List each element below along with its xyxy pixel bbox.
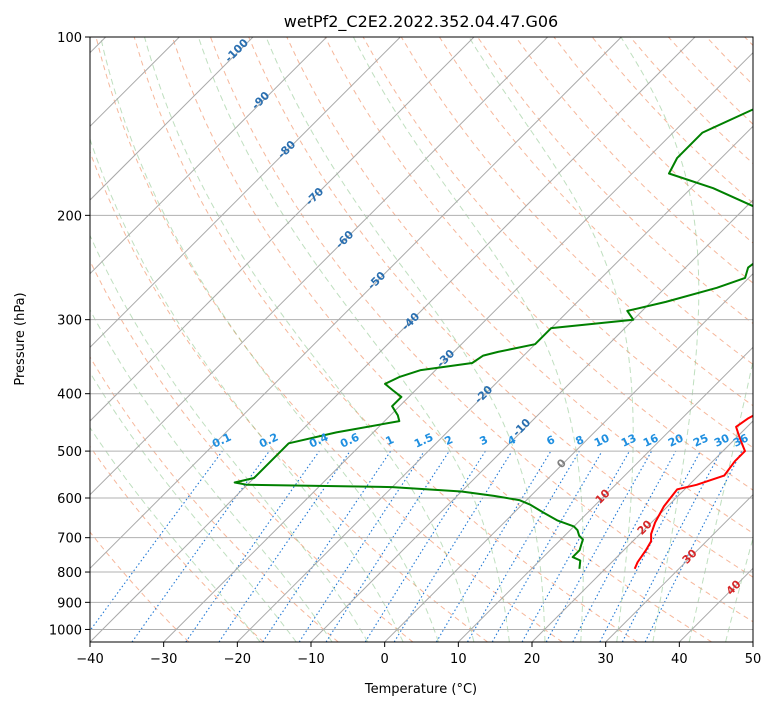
dry-adiabat-line <box>90 531 190 642</box>
dry-adiabat-line <box>438 37 753 366</box>
moist-adiabat-line <box>265 37 546 642</box>
mixing-ratio-line <box>218 450 351 642</box>
mixing-ratio-label: 36 <box>731 431 751 449</box>
x-tick-label: −40 <box>76 652 103 667</box>
dry-adiabat-line <box>90 356 339 642</box>
mixing-ratio-label: 30 <box>712 431 732 449</box>
isotherm-line <box>605 493 753 642</box>
y-tick-label: 100 <box>57 31 82 46</box>
moist-adiabat-line <box>90 371 297 642</box>
moist-adiabat-line <box>352 37 584 642</box>
dry-adiabat-line <box>90 150 488 642</box>
y-tick-label: 700 <box>57 532 82 547</box>
mixing-ratio-line <box>185 450 320 642</box>
y-tick-label: 200 <box>57 209 82 224</box>
isotherm-line <box>531 420 753 642</box>
mixing-ratio-label: 10 <box>592 431 612 449</box>
dry-adiabat-line <box>133 37 638 642</box>
moist-adiabat-line <box>90 137 404 642</box>
x-tick-label: 20 <box>524 652 541 667</box>
y-tick-label: 300 <box>57 314 82 329</box>
x-tick-label: 30 <box>597 652 614 667</box>
mixing-ratio-line <box>262 450 392 642</box>
x-tick-label: −30 <box>150 652 177 667</box>
chart-title: wetPf2_C2E2.2022.352.04.47.G06 <box>284 12 558 32</box>
x-tick-label: −10 <box>297 652 324 667</box>
isotherm-line <box>163 51 753 642</box>
isotherm-line <box>90 37 475 422</box>
isotherm-line <box>90 37 696 642</box>
y-tick-label: 800 <box>57 566 82 581</box>
mixing-ratio-line <box>644 450 743 642</box>
moist-adiabat-line <box>144 37 475 642</box>
mixing-ratio-line <box>325 450 450 642</box>
isotherm-line <box>90 37 622 570</box>
y-tick-label: 1000 <box>49 623 82 638</box>
isotherm-line <box>457 346 753 642</box>
moist-adiabat-line <box>90 308 333 642</box>
dewpoint-line <box>233 108 753 569</box>
x-tick-label: 40 <box>671 652 688 667</box>
series-group <box>233 108 753 570</box>
dry-adiabat-line <box>90 445 264 642</box>
temperature-line <box>633 414 753 570</box>
isotherm-line <box>90 37 254 201</box>
isotherm-line <box>90 37 401 349</box>
moist-adiabat-line <box>100 37 439 642</box>
dry-adiabat-line <box>515 37 753 284</box>
mixing-ratio-line <box>298 450 425 642</box>
moist-adiabat-line <box>725 536 753 642</box>
mixing-ratio-label: 13 <box>619 431 638 449</box>
mixing-ratio-line <box>90 450 223 632</box>
x-tick-label: 10 <box>450 652 467 667</box>
dry-adiabat-line <box>248 37 753 578</box>
grid <box>90 37 753 642</box>
x-tick-label: −20 <box>224 652 251 667</box>
moist-adiabat-line <box>688 358 753 642</box>
moist-adiabat-line <box>197 37 510 642</box>
y-tick-label: 600 <box>57 492 82 507</box>
plot-area <box>90 37 753 642</box>
mixing-ratio-label: 25 <box>691 431 710 449</box>
dry-adiabat-line <box>210 37 753 623</box>
x-axis-label: Temperature (°C) <box>364 682 477 697</box>
dry-adiabat-line <box>400 37 753 407</box>
mixing-ratio-label: 20 <box>666 431 686 449</box>
mixing-ratio-line <box>521 450 630 642</box>
y-axis-label: Pressure (hPa) <box>13 292 28 385</box>
isotherm-line <box>384 272 753 642</box>
y-tick-label: 500 <box>57 445 82 460</box>
isotherm-line <box>310 199 753 642</box>
moist-adiabat-line <box>90 426 261 642</box>
x-tick-label: 50 <box>745 652 762 667</box>
isotherm-line <box>90 37 549 496</box>
x-ticks: −40 −30 −20 −10 0 10 20 30 40 50 <box>76 642 761 667</box>
y-tick-label: 900 <box>57 596 82 611</box>
y-tick-label: 400 <box>57 388 82 403</box>
mixing-ratio-line <box>572 450 677 642</box>
mixing-ratio-line <box>545 450 653 642</box>
y-ticks: 100 200 300 400 500 600 700 800 900 1000 <box>49 31 90 638</box>
isotherm-line <box>90 37 328 275</box>
mixing-ratio-line <box>131 450 270 642</box>
x-tick-label: 0 <box>381 652 389 667</box>
dry-adiabat-line <box>171 37 712 642</box>
mixing-ratio-label: 16 <box>641 431 661 449</box>
plot-frame <box>89 36 754 643</box>
moist-adiabat-line <box>620 37 700 642</box>
moist-adiabat-line <box>90 234 369 642</box>
